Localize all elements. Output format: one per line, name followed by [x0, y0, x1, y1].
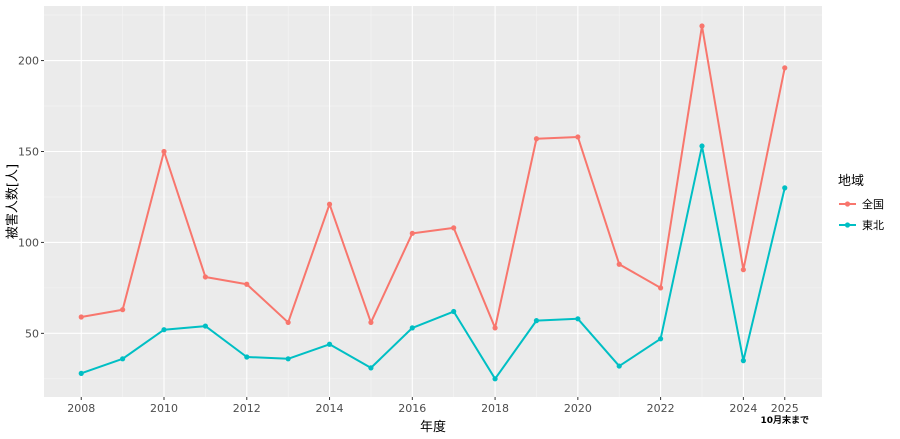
x-tick-label: 2012 [233, 402, 261, 415]
data-point-0-2025 [782, 65, 788, 71]
data-point-0-2017 [451, 225, 457, 231]
x-tick-label: 2025 [771, 402, 799, 415]
data-point-0-2010 [161, 148, 167, 155]
legend-label: 全国 [862, 197, 884, 211]
data-point-0-2012 [244, 281, 250, 287]
x-tick-label: 2024 [729, 402, 757, 415]
data-point-1-2018 [492, 376, 498, 382]
y-tick-label: 200 [18, 55, 39, 68]
data-point-1-2010 [161, 327, 167, 333]
x-axis-annotation: 10月末まで [760, 414, 809, 426]
data-point-1-2011 [202, 323, 208, 329]
data-point-1-2025 [782, 185, 788, 191]
plot-panel [44, 6, 822, 397]
y-tick-label: 150 [18, 145, 39, 158]
x-tick-label: 2020 [564, 402, 592, 415]
data-point-1-2014 [326, 341, 333, 347]
data-point-1-2021 [616, 363, 622, 369]
data-point-1-2019 [533, 318, 540, 324]
data-point-1-2013 [285, 356, 291, 362]
y-axis-ticks: 50 100 150 200 [18, 55, 44, 340]
y-axis-title: 被害人数[人] [5, 164, 21, 239]
y-tick-label: 50 [25, 327, 39, 340]
data-point-0-2013 [285, 319, 291, 326]
data-point-0-2018 [492, 325, 498, 331]
data-point-0-2014 [326, 201, 333, 207]
legend-title: 地域 [838, 174, 864, 189]
x-tick-label: 2022 [647, 402, 675, 415]
data-point-0-2009 [120, 307, 126, 313]
data-point-1-2022 [658, 336, 664, 342]
x-tick-label: 2016 [398, 402, 426, 415]
data-point-0-2024 [740, 267, 746, 273]
data-point-0-2015 [368, 319, 374, 326]
data-point-1-2023 [699, 143, 705, 149]
data-point-1-2008 [78, 370, 84, 376]
x-axis-title: 年度 [420, 419, 446, 435]
data-point-1-2016 [409, 325, 415, 331]
legend-label: 東北 [862, 219, 884, 232]
series-lines [80, 25, 786, 380]
data-point-1-2017 [451, 308, 457, 315]
x-tick-label: 2018 [481, 402, 509, 415]
data-point-1-2009 [120, 356, 126, 362]
series-points [78, 23, 788, 382]
data-point-1-2020 [575, 316, 581, 322]
x-axis-ticks: 2008 2010 2012 2014 2016 2018 2020 2022 2024 2025 [67, 397, 799, 415]
data-point-0-2022 [658, 285, 664, 291]
x-tick-label: 2010 [150, 402, 178, 415]
major-gridlines [44, 6, 822, 397]
data-point-0-2021 [616, 261, 622, 267]
legend-key-point [844, 222, 851, 228]
data-point-1-2024 [740, 358, 746, 364]
data-point-0-2020 [575, 134, 581, 140]
data-point-0-2016 [409, 230, 415, 236]
data-point-0-2008 [78, 314, 84, 320]
legend-key-point [844, 201, 851, 207]
data-point-0-2011 [202, 274, 208, 280]
series-line-0 [81, 25, 786, 329]
data-point-0-2023 [699, 23, 705, 29]
x-tick-label: 2014 [316, 402, 344, 415]
data-point-1-2015 [368, 365, 374, 371]
data-point-0-2019 [533, 136, 540, 142]
x-tick-label: 2008 [67, 402, 95, 415]
y-tick-label: 100 [18, 236, 39, 249]
series-line-1 [80, 145, 786, 380]
data-point-1-2012 [244, 354, 250, 360]
